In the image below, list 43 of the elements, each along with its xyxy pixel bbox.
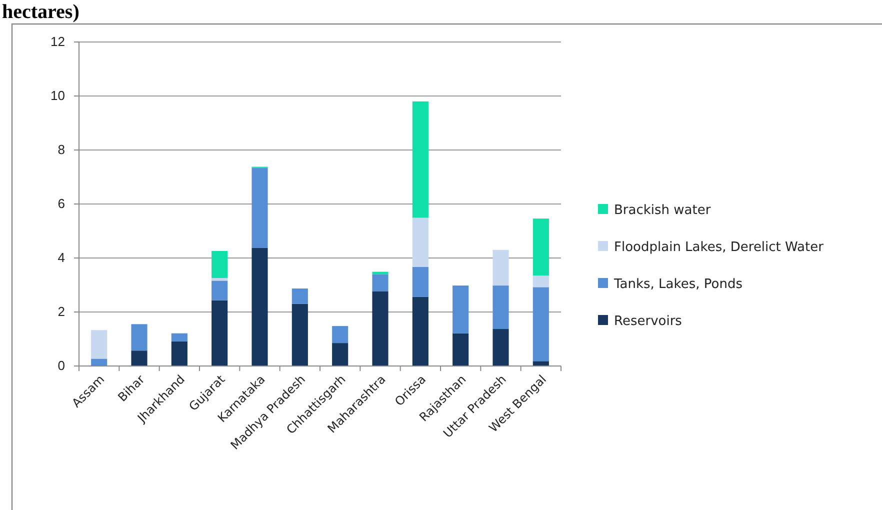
legend-label: Brackish water xyxy=(614,203,712,218)
y-tick-label: 12 xyxy=(50,34,65,50)
bar xyxy=(212,250,228,278)
bar xyxy=(131,350,148,366)
bar xyxy=(532,287,549,362)
bar xyxy=(212,280,228,300)
bar xyxy=(412,218,428,267)
y-tick-label: 0 xyxy=(58,358,65,374)
bar xyxy=(252,168,268,248)
bar xyxy=(171,333,188,342)
bar xyxy=(412,266,428,297)
y-tick-label: 8 xyxy=(58,142,65,158)
bar xyxy=(171,341,188,366)
legend-label: Reservoirs xyxy=(614,314,682,329)
bar xyxy=(332,343,348,366)
bar xyxy=(372,274,388,292)
bar xyxy=(212,278,228,281)
bar xyxy=(252,248,268,366)
bar xyxy=(452,333,469,366)
bar xyxy=(91,358,108,366)
bar xyxy=(332,326,348,344)
chart-title: hectares) xyxy=(2,1,80,23)
bar xyxy=(91,330,108,359)
y-tick-label: 6 xyxy=(58,196,65,212)
bar xyxy=(492,250,509,286)
y-tick-label: 2 xyxy=(58,304,65,320)
bar xyxy=(372,291,388,366)
bar xyxy=(492,329,509,366)
y-tick-label: 10 xyxy=(50,88,65,104)
bar xyxy=(532,276,549,288)
bar xyxy=(131,324,148,351)
bar xyxy=(452,286,469,334)
legend-label: Floodplain Lakes, Derelict Water xyxy=(614,240,824,255)
legend-label: Tanks, Lakes, Ponds xyxy=(613,277,743,292)
bar xyxy=(492,286,509,330)
bar xyxy=(412,296,428,366)
bar xyxy=(292,304,308,366)
bar xyxy=(412,101,428,218)
bar xyxy=(532,361,549,366)
y-tick-label: 4 xyxy=(58,250,65,266)
bar xyxy=(532,218,549,276)
bar xyxy=(212,300,228,366)
bar xyxy=(292,288,308,304)
